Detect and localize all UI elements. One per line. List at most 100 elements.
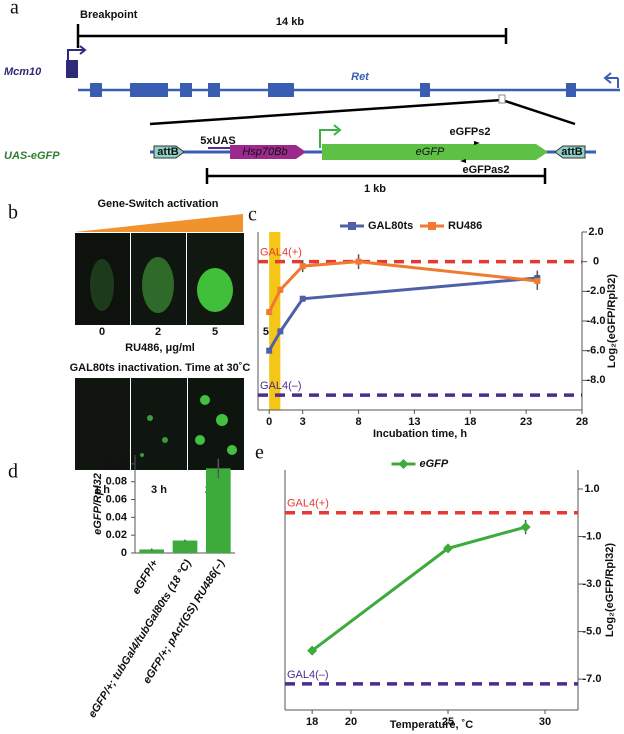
scale-label: 1 kb	[364, 183, 386, 195]
attb-box	[554, 145, 586, 159]
point	[299, 263, 306, 270]
x-tick-label: 18	[464, 416, 476, 428]
y-tick-label: -5.0	[583, 625, 602, 637]
legend-label: GAL80ts	[368, 220, 413, 232]
point	[520, 522, 531, 533]
bar	[172, 540, 198, 553]
gfp-box	[322, 144, 548, 160]
panel-label: e	[255, 442, 264, 464]
breakpoint-label: Breakpoint	[80, 9, 138, 21]
y-tick-label: 0.08	[106, 476, 127, 488]
series-line	[267, 260, 538, 313]
point	[277, 286, 284, 293]
x-tick-label: 13	[408, 416, 420, 428]
y-axis-title: eGFP/Rpl32	[92, 473, 104, 535]
point	[355, 258, 362, 265]
y-tick-label: 0	[121, 547, 127, 559]
legend-marker	[348, 222, 356, 230]
point	[277, 328, 284, 335]
attb-label: attB	[561, 146, 582, 158]
y-tick-label: -7.0	[583, 673, 602, 685]
exons	[90, 83, 576, 97]
point	[442, 543, 453, 554]
point	[266, 347, 273, 354]
series-line	[311, 525, 527, 652]
x-tick-label: 3	[300, 416, 306, 428]
bar	[139, 549, 164, 553]
series-line	[267, 276, 538, 352]
panel-label: d	[8, 461, 18, 483]
exon	[66, 60, 78, 78]
y-tick-label: 0.02	[106, 529, 127, 541]
primer-arrow	[460, 159, 466, 163]
x-tick-label: 25	[442, 716, 454, 728]
y-tick-label: 0.04	[106, 511, 128, 523]
axis-title: RU486, μg/ml	[125, 342, 195, 354]
legend-marker	[398, 459, 409, 469]
promoter-box	[230, 145, 306, 159]
y-axis-title: Log₂(eGFP/Rpl32)	[606, 274, 618, 368]
dose-label: 0	[99, 326, 105, 338]
panel-label: a	[10, 0, 19, 19]
legend-label: RU486	[448, 220, 482, 232]
tss-arrow	[67, 45, 87, 60]
fly-images	[75, 378, 244, 470]
uas-label: 5xUAS	[200, 135, 235, 147]
legend-marker	[428, 222, 436, 230]
panel-b: b Gene-Switch activation RU486, μg/ml GA…	[8, 198, 250, 470]
x-tick-label: 23	[520, 416, 532, 428]
point	[534, 277, 541, 284]
section-title: Gene-Switch activation	[97, 198, 218, 210]
point	[307, 645, 318, 656]
zoom-line	[501, 98, 576, 126]
tss-arrow	[319, 124, 342, 148]
point	[266, 309, 273, 316]
reference-label: GAL4(–)	[260, 380, 302, 392]
y-tick-label: -8.0	[587, 374, 606, 386]
promoter-label: Hsp70Bb	[242, 146, 287, 158]
attb-label: attB	[157, 146, 178, 158]
x-tick-label: 20	[345, 716, 357, 728]
gene-label: Mcm10	[4, 66, 42, 78]
point	[299, 295, 306, 302]
dose-label: 2	[155, 326, 161, 338]
bar	[206, 468, 231, 553]
x-tick-label: 0	[266, 416, 272, 428]
x-tick-label: eGFP/+	[130, 557, 161, 596]
y-tick-label: 0.10	[106, 458, 127, 470]
reference-label: GAL4(+)	[260, 247, 302, 259]
gene-label: Ret	[351, 71, 370, 83]
x-tick-label: 18	[306, 716, 318, 728]
dose-label: 5	[212, 326, 218, 338]
panel-a: a Breakpoint 14 kb Mcm10 Ret UAS-eGFP at…	[4, 0, 620, 195]
highlight-band	[269, 232, 281, 410]
ret-arrow	[603, 72, 619, 88]
gfp-label: eGFP	[416, 146, 445, 158]
primer-arrow	[474, 141, 480, 145]
panel-label: c	[248, 204, 257, 226]
x-axis-title: Incubation time, h	[373, 428, 467, 440]
y-tick-label: 0.06	[106, 493, 127, 505]
primer-label: eGFPas2	[462, 164, 509, 176]
zoom-line	[149, 98, 503, 126]
y-tick-label: -4.0	[587, 315, 606, 327]
construct-label: UAS-eGFP	[4, 150, 60, 162]
time-label: 1 h	[94, 484, 110, 496]
y-tick-label: 0	[593, 256, 599, 268]
x-axis-title: Temperature, ˚C	[390, 719, 474, 731]
y-tick-label: 2.0	[588, 226, 603, 238]
primer-label: eGFPs2	[450, 126, 491, 138]
y-tick-label: 1.0	[584, 483, 599, 495]
y-tick-label: -1.0	[583, 530, 602, 542]
section-title: GAL80ts inactivation. Time at 30˚C	[70, 362, 251, 374]
y-tick-label: -2.0	[587, 285, 606, 297]
x-tick-label: 8	[355, 416, 361, 428]
reference-label: GAL4(+)	[287, 498, 329, 510]
reference-label: GAL4(–)	[287, 669, 329, 681]
time-label: 3 h	[151, 484, 167, 496]
x-tick-label: 30	[539, 716, 551, 728]
panel-label: b	[8, 202, 18, 224]
y-tick-label: -6.0	[587, 345, 606, 357]
y-axis-title: Log₂(eGFP/Rpl32)	[604, 543, 616, 637]
